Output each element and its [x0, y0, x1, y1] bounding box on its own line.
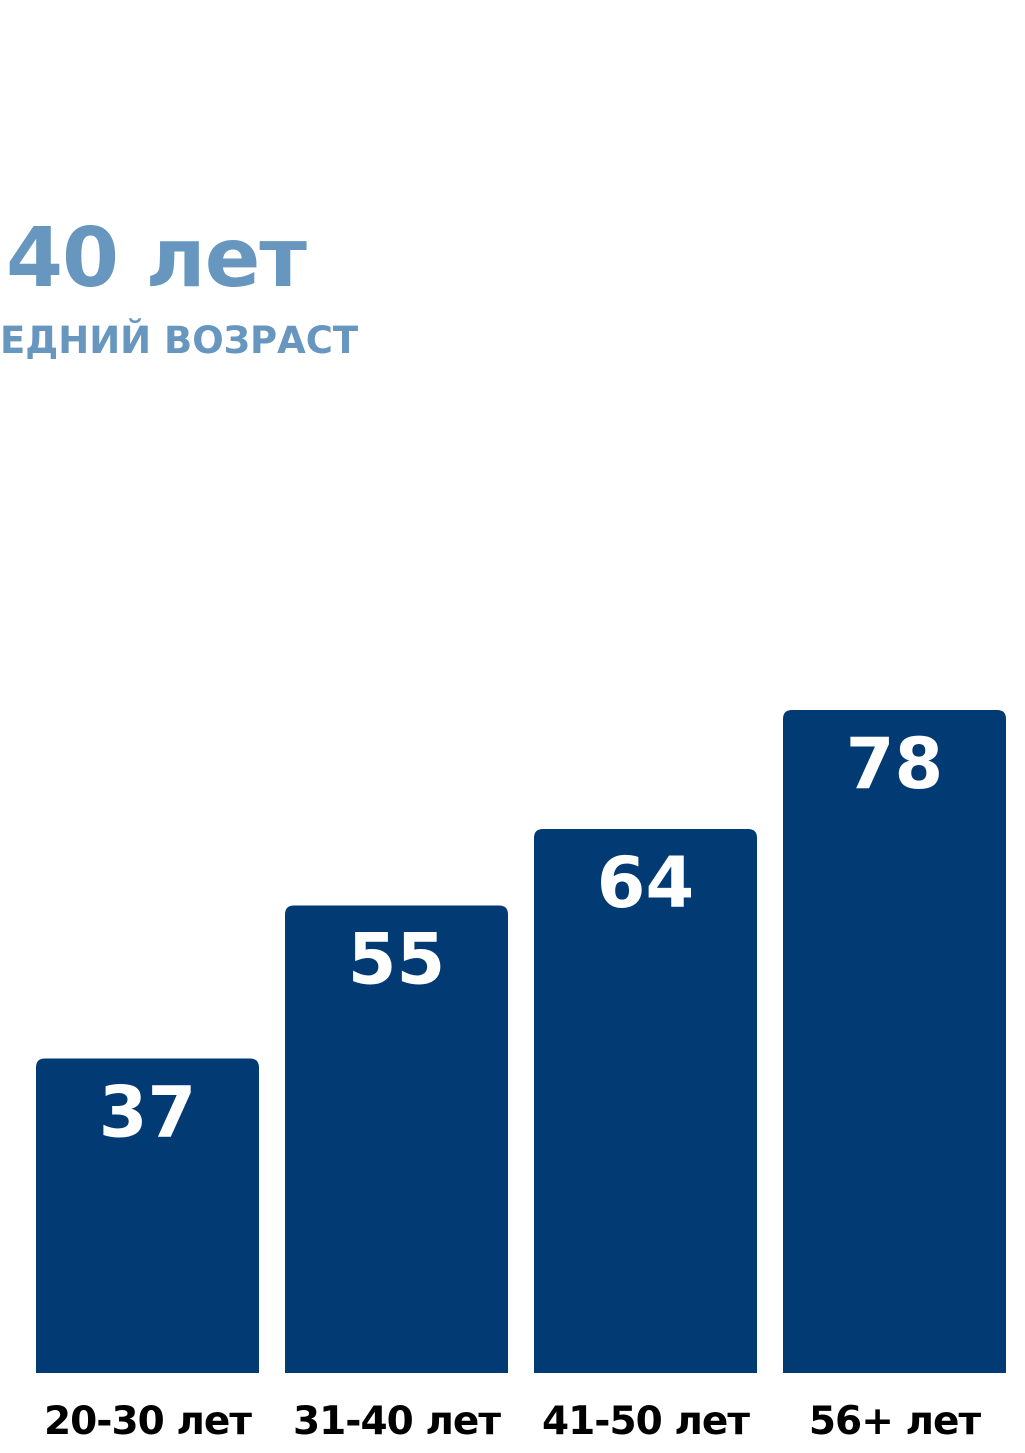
category-label: 56+ лет — [809, 1399, 982, 1444]
category-label: 41-50 лет — [542, 1399, 750, 1444]
category-label: 31-40 лет — [293, 1399, 501, 1444]
bar-value-label: 78 — [846, 723, 943, 805]
bar-value-label: 64 — [597, 842, 694, 924]
bar-value-label: 55 — [348, 919, 445, 1001]
bar-3 — [534, 829, 757, 1373]
average-age-label: ЕДНИЙ ВОЗРАСТ — [0, 319, 359, 362]
bar-4 — [783, 710, 1006, 1373]
bar-value-label: 37 — [99, 1072, 196, 1154]
bar-2 — [285, 905, 508, 1373]
average-age-value: 40 лет — [6, 211, 307, 306]
bar-1 — [36, 1058, 259, 1373]
category-label: 20-30 лет — [44, 1399, 252, 1444]
